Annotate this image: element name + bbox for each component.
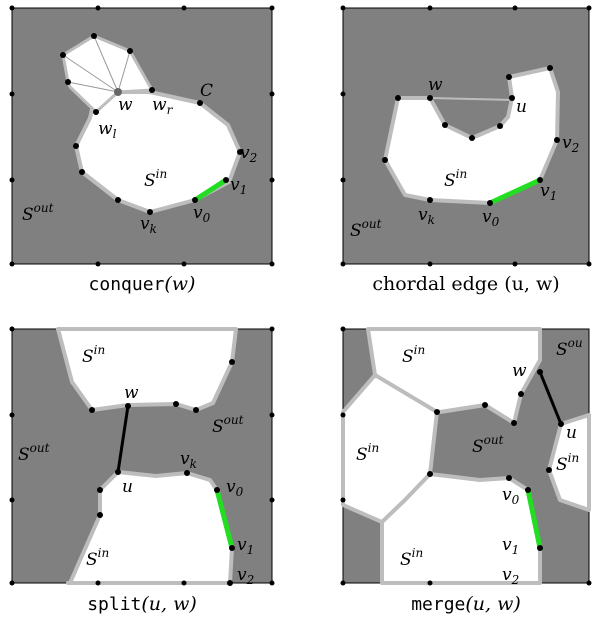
- label-s-in-top: Sin: [402, 343, 425, 367]
- label-s-in-bottom: Sin: [400, 546, 423, 570]
- label-v2: v2: [240, 143, 257, 165]
- label-v0: v0: [482, 207, 500, 229]
- inside-region-right: [547, 413, 591, 512]
- chordal-edge: [429, 97, 513, 101]
- edge-v0-v1: [193, 177, 228, 203]
- panel-merge: Sin Sin Sin Sin Sout Sou w u v0 v1 v2 me…: [340, 326, 592, 615]
- panel-split: w u Sin Sin Sout Sout vk v0 v1 v2 split(…: [9, 326, 275, 615]
- label-v0: v0: [193, 203, 211, 225]
- panel-conquer: w wr wl C Sin Sout v2 v1 v0 vk conquer(w…: [9, 5, 275, 295]
- split-edge: [116, 405, 130, 473]
- frame-ticks: [9, 326, 275, 586]
- label-s-in-top: Sin: [82, 343, 105, 367]
- label-w-r: wr: [152, 95, 174, 117]
- caption-chordal-edge: chordal edge (u, w): [372, 273, 559, 295]
- caption-split: split(u, w): [87, 593, 197, 615]
- vertices: [427, 369, 564, 551]
- label-s-out-right: Sout: [212, 413, 244, 437]
- merge-edge: [538, 371, 563, 425]
- caption-merge: merge(u, w): [411, 593, 521, 615]
- label-s-out-mid: Sout: [472, 433, 504, 457]
- edge-v0-v1: [488, 177, 542, 206]
- label-w: w: [428, 75, 443, 95]
- label-v2: v2: [237, 565, 254, 587]
- label-vk: vk: [418, 205, 435, 227]
- label-v1: v1: [502, 535, 519, 557]
- label-v2: v2: [502, 565, 519, 587]
- label-s-in: Sin: [444, 167, 467, 191]
- frame-ticks: [9, 5, 275, 267]
- vertices: [60, 33, 243, 215]
- label-s-out: Sout: [22, 201, 54, 225]
- label-v0: v0: [502, 485, 520, 507]
- label-v1: v1: [230, 175, 247, 197]
- label-v1: v1: [237, 535, 254, 557]
- label-vk: vk: [140, 214, 157, 236]
- label-v1: v1: [540, 181, 557, 203]
- label-w: w: [118, 95, 133, 115]
- inside-region-bottom: [66, 470, 234, 585]
- vertices: [382, 65, 560, 206]
- label-s-out-left: Sout: [18, 441, 50, 465]
- label-vk: vk: [180, 449, 197, 471]
- edge-v0-v1: [525, 489, 543, 549]
- caption-conquer: conquer(w): [89, 273, 196, 295]
- inside-region-bottom: [380, 472, 542, 585]
- label-s-in-bottom: Sin: [86, 546, 109, 570]
- panel-chordal-edge: w u Sin Sout v2 v1 v0 vk chordal edge (u…: [340, 5, 592, 295]
- label-v2: v2: [562, 133, 579, 155]
- label-u: u: [122, 477, 133, 497]
- label-u: u: [566, 423, 577, 443]
- label-s-in-left: Sin: [356, 441, 379, 465]
- label-w: w: [512, 361, 527, 381]
- inside-region-top: [56, 327, 238, 412]
- label-c: C: [200, 81, 213, 101]
- label-s-in: Sin: [144, 167, 167, 191]
- label-s-out: Sout: [350, 217, 382, 241]
- label-w-l: wl: [98, 119, 117, 141]
- edge-v0-v1: [214, 489, 235, 549]
- frame-ticks: [340, 326, 592, 586]
- frame-ticks: [340, 5, 592, 267]
- vertices: [89, 359, 235, 586]
- label-s-in-right: Sin: [556, 451, 579, 475]
- label-v0: v0: [226, 477, 244, 499]
- label-s-out-corner: Sou: [556, 336, 583, 360]
- fan-triangulation: [62, 35, 131, 93]
- label-w: w: [124, 383, 139, 403]
- label-u: u: [516, 97, 527, 117]
